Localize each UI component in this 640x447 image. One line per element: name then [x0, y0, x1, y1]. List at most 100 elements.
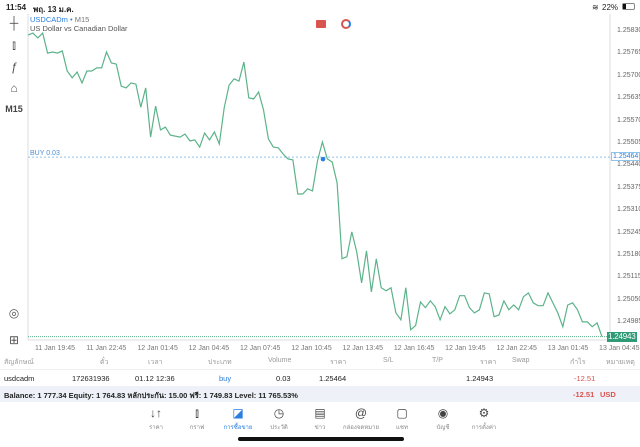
- nav-label: ข่าว: [314, 425, 326, 431]
- y-tick-label: 1.25440: [617, 161, 640, 169]
- status-bar: 11:54 พฤ. 13 ม.ค. ≋ 22%: [0, 0, 640, 14]
- currency: USD: [600, 390, 616, 399]
- buy-price-tag: 1.25464: [611, 152, 640, 162]
- nav-tab[interactable]: ◉ บัญชี: [423, 406, 463, 432]
- timeframe-label: M15: [74, 15, 90, 24]
- nav-label: แชท: [396, 425, 408, 431]
- new-order-icon[interactable]: ⊞: [8, 333, 20, 347]
- x-tick-label: 11 Jan 19:45: [35, 345, 75, 352]
- divider: [0, 369, 640, 370]
- nav-tab[interactable]: @ กล่องจดหมาย: [341, 406, 381, 432]
- nav-label: ประวัติ: [270, 425, 288, 431]
- y-tick-label: 1.25765: [617, 49, 640, 57]
- one-click-trading-icon[interactable]: [316, 20, 326, 28]
- table-cell: 172631936: [72, 374, 110, 383]
- nav-tab[interactable]: ▤ ข่าว: [300, 406, 340, 432]
- table-cell: 01.12 12:36: [135, 374, 175, 383]
- column-header[interactable]: ประเภท: [208, 359, 232, 366]
- nav-icon: ⫾: [195, 406, 199, 420]
- nav-label: กล่องจดหมาย: [342, 425, 380, 431]
- table-cell: 1.24943: [466, 374, 494, 383]
- nav-icon: ▤: [314, 406, 326, 420]
- y-tick-label: 1.25310: [617, 206, 640, 214]
- table-cell: -12.51: [574, 374, 596, 383]
- nav-label: บัญชี: [436, 425, 450, 431]
- table-cell[interactable]: usdcadm: [4, 374, 35, 383]
- x-tick-label: 12 Jan 22:45: [496, 345, 537, 352]
- left-toolbar: ┼ ⫾ ƒ ⌂ M15 ◎ ⊞: [0, 10, 28, 347]
- crosshair-icon[interactable]: ┼: [9, 16, 19, 30]
- symbol-title: USDCADm • M15: [30, 15, 90, 24]
- nav-tab[interactable]: ◷ ประวัติ: [259, 406, 299, 432]
- price-chart[interactable]: [0, 0, 640, 360]
- x-tick-label: 13 Jan 01:45: [547, 345, 589, 352]
- nav-tab[interactable]: ▢ แชท: [382, 406, 422, 432]
- column-header[interactable]: กำไร: [570, 359, 586, 366]
- column-header[interactable]: T/P: [432, 357, 443, 364]
- battery-level: 22%: [602, 3, 619, 12]
- signal-icon[interactable]: [341, 19, 351, 29]
- last-price-tag: 1.24943: [607, 331, 637, 342]
- column-header[interactable]: สัญลักษณ์: [4, 359, 34, 366]
- nav-tab[interactable]: ⚙ การตั้งค่า: [464, 406, 504, 432]
- x-tick-label: 11 Jan 22:45: [86, 345, 127, 352]
- symbol-description: US Dollar vs Canadian Dollar: [30, 24, 128, 33]
- nav-label: การซื้อขาย: [223, 425, 253, 431]
- x-tick-label: 12 Jan 07:45: [239, 345, 281, 352]
- timeframe-button[interactable]: M15: [5, 104, 23, 114]
- y-tick-label: 1.25570: [617, 116, 640, 124]
- x-tick-label: 12 Jan 16:45: [393, 345, 435, 352]
- nav-icon: ◉: [437, 406, 449, 420]
- nav-icon: ⚙: [478, 406, 490, 420]
- home-indicator: [238, 437, 404, 441]
- y-tick-label: 1.25830: [617, 27, 640, 34]
- x-tick-label: 12 Jan 04:45: [188, 345, 230, 352]
- nav-icon: ↓↑: [150, 406, 162, 420]
- nav-tab[interactable]: ◪ การซื้อขาย: [218, 406, 258, 432]
- nav-tab[interactable]: ↓↑ ราคา: [136, 406, 176, 432]
- clock: 11:54: [6, 3, 27, 12]
- column-header[interactable]: เวลา: [148, 359, 163, 366]
- battery-icon: [622, 3, 635, 10]
- nav-icon: @: [354, 406, 368, 420]
- buy-marker: [320, 156, 326, 162]
- x-tick-label: 13 Jan 04:45: [599, 345, 640, 352]
- nav-icon: ◪: [232, 406, 244, 420]
- trade-icon[interactable]: ◎: [8, 306, 20, 320]
- column-header[interactable]: ราคา: [330, 359, 347, 366]
- column-header[interactable]: S/L: [383, 357, 394, 364]
- x-tick-label: 12 Jan 13:45: [342, 345, 384, 352]
- wifi-icon: ≋: [592, 3, 599, 12]
- y-tick-label: 1.24985: [617, 318, 640, 326]
- balance-bar: Balance: 1 777.34 Equity: 1 764.83 หลักป…: [0, 386, 640, 402]
- table-cell: 0.03: [276, 374, 291, 383]
- nav-icon: ◷: [273, 406, 285, 420]
- nav-tab[interactable]: ⫾ กราฟ: [177, 406, 217, 432]
- y-tick-label: 1.25180: [617, 251, 640, 258]
- total-profit: -12.51: [573, 390, 595, 399]
- x-tick-label: 12 Jan 19:45: [445, 345, 486, 352]
- x-tick-label: 12 Jan 01:45: [137, 345, 178, 352]
- column-header[interactable]: ราคา: [480, 359, 497, 366]
- price-line: [27, 31, 603, 337]
- nav-label: ราคา: [149, 425, 163, 431]
- column-header[interactable]: ตั๋ว: [100, 359, 109, 366]
- y-tick-label: 1.25635: [617, 94, 640, 102]
- buy-label: BUY 0.03: [30, 150, 60, 157]
- column-header[interactable]: Volume: [268, 357, 292, 364]
- symbol-name: USDCADm: [30, 15, 68, 24]
- y-tick-label: 1.25375: [617, 183, 640, 191]
- indicators-icon[interactable]: ƒ: [10, 60, 18, 74]
- nav-label: กราฟ: [189, 425, 205, 431]
- y-tick-label: 1.25505: [617, 139, 640, 146]
- y-tick-label: 1.25115: [617, 273, 640, 281]
- column-header[interactable]: Swap: [512, 357, 530, 364]
- nav-icon: ▢: [396, 406, 408, 420]
- nav-label: การตั้งค่า: [471, 425, 497, 431]
- objects-icon[interactable]: ⌂: [10, 81, 18, 95]
- table-cell: 1.25464: [319, 374, 347, 383]
- y-tick-label: 1.25050: [617, 295, 640, 303]
- chart-type-icon[interactable]: ⫾: [12, 38, 16, 52]
- column-header[interactable]: หมายเหตุ: [606, 359, 635, 366]
- x-tick-label: 12 Jan 10:45: [291, 345, 332, 352]
